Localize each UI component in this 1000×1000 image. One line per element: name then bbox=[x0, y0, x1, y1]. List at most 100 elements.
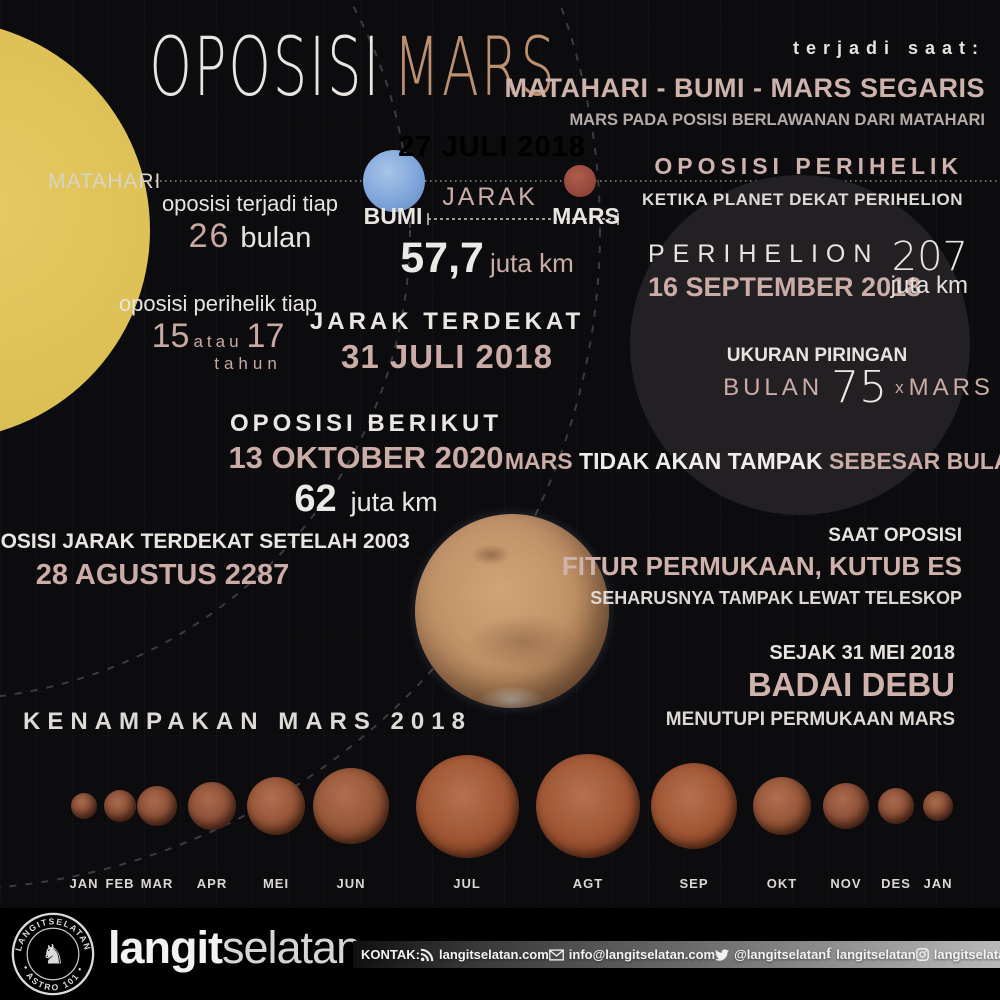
dust-line1: SEJAK 31 MEI 2018 bbox=[769, 642, 955, 664]
instagram-link[interactable]: langitselatanmedia bbox=[915, 947, 1000, 962]
perihelion-date: 16 SEPTEMBER 2018 bbox=[648, 272, 922, 302]
closest-approach-block: JARAK TERDEKAT 31 JULI 2018 bbox=[310, 308, 584, 376]
perihelic-heading: OPOSISI PERIHELIK bbox=[654, 153, 963, 179]
mars-globe-10-nov bbox=[823, 783, 869, 829]
pcycle-v1: 15 bbox=[151, 317, 190, 355]
dust-line3: MENUTUPI PERMUKAAN MARS bbox=[665, 709, 955, 730]
website-text: langitselatan.com bbox=[438, 947, 549, 962]
month-label-10: NOV bbox=[830, 876, 862, 891]
kontak-label: KONTAK: bbox=[361, 947, 420, 962]
pcycle-line: oposisi perihelik tiap bbox=[118, 291, 318, 316]
occurs-heading: terjadi saat: bbox=[792, 38, 985, 58]
perihelion-value: 207 bbox=[891, 234, 968, 280]
dust-storm-block: SEJAK 31 MEI 2018 BADAI DEBU MENUTUPI PE… bbox=[666, 642, 955, 731]
perihelion-label: PERIHELION bbox=[648, 240, 880, 268]
twitter-link[interactable]: @langitselatan bbox=[715, 947, 826, 962]
month-label-5: JUN bbox=[336, 876, 366, 891]
facebook-text: langitselatan bbox=[836, 947, 916, 962]
record-line: OPOSISI JARAK TERDEKAT SETELAH 2003 bbox=[0, 530, 410, 553]
earth-label: BUMI bbox=[363, 203, 423, 229]
distance-arrow bbox=[427, 213, 619, 225]
distance-unit: juta km bbox=[489, 248, 574, 278]
next-unit: juta km bbox=[350, 487, 438, 517]
sun-label: MATAHARI bbox=[48, 170, 162, 193]
mars-globe-9-okt bbox=[753, 777, 811, 835]
envelope-icon bbox=[548, 948, 564, 961]
distance-value-block: 57,7 juta km bbox=[400, 234, 574, 283]
times-label: x bbox=[895, 377, 904, 397]
note-post: SEBESAR BULAN bbox=[829, 448, 1000, 474]
website-link[interactable]: langitselatan.com bbox=[420, 947, 549, 962]
mars-globe-12-jan bbox=[923, 791, 953, 821]
brand-bold: langit bbox=[108, 922, 223, 973]
opposition-cycle-block: oposisi terjadi tiap 26 bulan bbox=[162, 191, 338, 256]
perihelic-heading-block: OPOSISI PERIHELIK KETIKA PLANET DEKAT PE… bbox=[642, 153, 963, 210]
cycle-value: 26 bbox=[188, 217, 231, 255]
next-opposition-block: OPOSISI BERIKUT 13 OKTOBER 2020 62 juta k… bbox=[228, 410, 503, 521]
perihelion-block: PERIHELION 16 SEPTEMBER 2018 207 juta km bbox=[648, 234, 978, 303]
mars-globe-3-apr bbox=[188, 782, 236, 830]
pcycle-unit: tahun bbox=[214, 354, 282, 373]
surface-line2: FITUR PERMUKAAN, KUTUB ES bbox=[561, 551, 962, 581]
next-value: 62 bbox=[294, 478, 337, 520]
pcycle-conj: atau bbox=[193, 332, 243, 351]
pcycle-v2: 17 bbox=[246, 317, 285, 355]
moon-label: BULAN bbox=[723, 373, 824, 401]
opposition-date: 27 JULI 2018 bbox=[398, 131, 586, 163]
perihelic-cycle-block: oposisi perihelik tiap 15 atau 17 tahun bbox=[119, 291, 317, 374]
langitselatan-stamp-logo: LANGITSELATAN • ASTRO 101 • ♞ bbox=[11, 912, 95, 996]
mars-globe-11-des bbox=[878, 788, 914, 824]
mars-globe-1-feb bbox=[104, 790, 136, 822]
mars-globe-5-jun bbox=[313, 768, 389, 844]
twitter-icon bbox=[715, 948, 730, 961]
title-white: OPOSISI bbox=[149, 20, 382, 115]
contact-bar: KONTAK: langitselatan.com info@langitsel… bbox=[353, 941, 1000, 968]
month-label-3: APR bbox=[196, 876, 228, 891]
month-label-9: OKT bbox=[766, 876, 798, 891]
month-label-0: JAN bbox=[69, 876, 99, 891]
facebook-icon: f bbox=[826, 946, 832, 962]
distance-label: JARAK bbox=[442, 183, 538, 211]
closest-label: JARAK TERDEKAT bbox=[309, 308, 585, 335]
occurs-line2: MARS PADA POSISI BERLAWANAN DARI MATAHAR… bbox=[569, 111, 985, 129]
month-label-6: JUL bbox=[453, 876, 481, 891]
dust-line2: BADAI DEBU bbox=[747, 666, 955, 703]
earth-orbit-arc bbox=[0, 0, 411, 698]
month-label-1: FEB bbox=[105, 876, 135, 891]
disk-size-row: BULAN 75 x MARS bbox=[723, 362, 1000, 413]
mars-label: MARS bbox=[552, 203, 620, 229]
mars-globe-4-mei bbox=[247, 777, 305, 835]
disk-heading: UKURAN PIRINGAN bbox=[726, 345, 908, 366]
mars-orbit-arc bbox=[0, 0, 601, 889]
next-label: OPOSISI BERIKUT bbox=[229, 410, 503, 437]
mars-globe-2-mar bbox=[137, 786, 177, 826]
footer: LANGITSELATAN • ASTRO 101 • ♞ langitsela… bbox=[0, 908, 1000, 1000]
brand-light: selatan bbox=[222, 922, 361, 973]
note-pre: MARS bbox=[504, 448, 580, 474]
disk-size-heading-block: UKURAN PIRINGAN bbox=[727, 345, 908, 367]
instagram-icon bbox=[915, 948, 929, 961]
cycle-unit: bulan bbox=[240, 222, 312, 254]
surface-features-block: SAAT OPOSISI FITUR PERMUKAAN, KUTUB ES S… bbox=[562, 525, 962, 609]
email-text: info@langitselatan.com bbox=[568, 947, 716, 962]
distance-value: 57,7 bbox=[400, 234, 484, 282]
earth-disk bbox=[363, 150, 425, 212]
mars-globe-8-sep bbox=[651, 763, 737, 849]
instagram-text: langitselatanmedia bbox=[933, 947, 1000, 962]
disk-ratio: 75 bbox=[831, 362, 888, 413]
record-opposition-block: OPOSISI JARAK TERDEKAT SETELAH 2003 28 A… bbox=[0, 530, 410, 592]
perihelic-highlight-circle bbox=[630, 175, 970, 515]
facebook-link[interactable]: f langitselatan bbox=[826, 946, 915, 963]
surface-line3: SEHARUSNYA TAMPAK LEWAT TELESKOP bbox=[590, 588, 962, 608]
record-date: 28 AGUSTUS 2287 bbox=[35, 559, 290, 591]
occurs-when-block: terjadi saat: MATAHARI - BUMI - MARS SEG… bbox=[505, 38, 985, 130]
email-link[interactable]: info@langitselatan.com bbox=[548, 947, 716, 962]
page-title: OPOSISI MARS bbox=[149, 20, 556, 115]
month-label-7: AGT bbox=[572, 876, 604, 891]
mars-globe-0-jan bbox=[71, 793, 97, 819]
title-accent: MARS bbox=[393, 20, 557, 115]
surface-line1: SAAT OPOSISI bbox=[828, 525, 962, 546]
month-label-4: MEI bbox=[262, 876, 290, 891]
